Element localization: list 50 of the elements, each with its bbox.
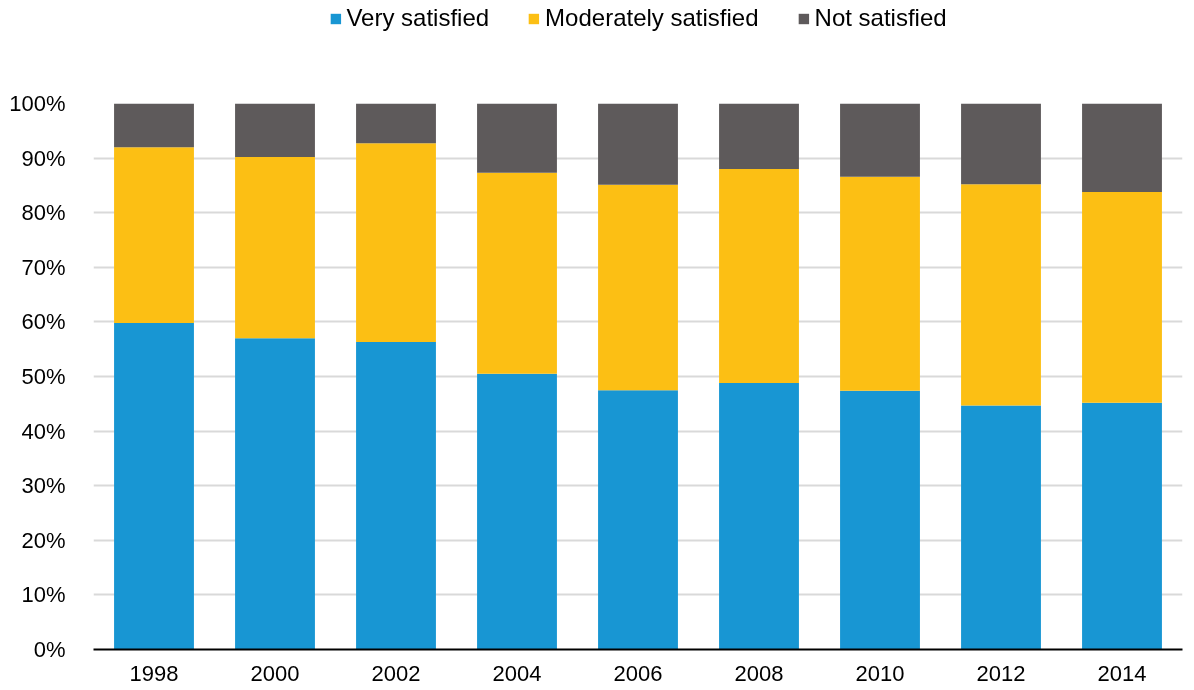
bar [356, 143, 436, 343]
x-tick-label: 2002 [371, 660, 421, 686]
y-tick-label: 30% [21, 473, 66, 499]
bar [477, 172, 557, 374]
x-tick-label: 1998 [129, 660, 179, 686]
bar [719, 169, 799, 384]
y-tick-label: 20% [21, 527, 66, 553]
bar [840, 176, 920, 391]
bar [1082, 103, 1162, 192]
x-tick-label: 2012 [976, 660, 1026, 686]
bar [235, 338, 315, 650]
y-tick-label: 0% [33, 637, 66, 662]
y-tick-label: 40% [21, 418, 66, 444]
bar [114, 147, 194, 323]
bar [598, 390, 678, 650]
legend-label: Moderately satisfied [545, 4, 759, 32]
y-tick-label: 70% [21, 254, 66, 280]
bar [961, 184, 1041, 406]
bar [356, 342, 436, 650]
bar [477, 103, 557, 173]
y-tick-label: 50% [21, 364, 66, 389]
legend-label: Not satisfied [814, 4, 947, 32]
bar [719, 103, 799, 170]
bar [598, 103, 678, 185]
x-tick-label: 2004 [492, 660, 542, 686]
bar [114, 103, 194, 148]
bar [477, 373, 557, 650]
legend-label: Very satisfied [346, 4, 490, 32]
bar [235, 103, 315, 158]
bar [598, 184, 678, 391]
x-tick-label: 2008 [734, 660, 784, 686]
bar [961, 405, 1041, 650]
y-tick-label: 10% [21, 582, 66, 608]
x-tick-label: 2000 [250, 660, 300, 686]
y-tick-label: 80% [21, 200, 66, 226]
bar [1082, 402, 1162, 650]
x-tick-label: 2010 [855, 660, 905, 686]
y-tick-label: 90% [21, 145, 66, 171]
y-tick-label: 100% [9, 91, 66, 116]
x-tick-label: 2006 [613, 660, 663, 686]
y-tick-label: 60% [21, 309, 66, 335]
bar [235, 157, 315, 339]
bar [356, 103, 436, 144]
x-tick-label: 2014 [1097, 660, 1147, 686]
bar [961, 103, 1041, 185]
bar [114, 322, 194, 650]
bar [840, 103, 920, 177]
bar [840, 390, 920, 650]
bar [1082, 191, 1162, 403]
bar [719, 383, 799, 650]
